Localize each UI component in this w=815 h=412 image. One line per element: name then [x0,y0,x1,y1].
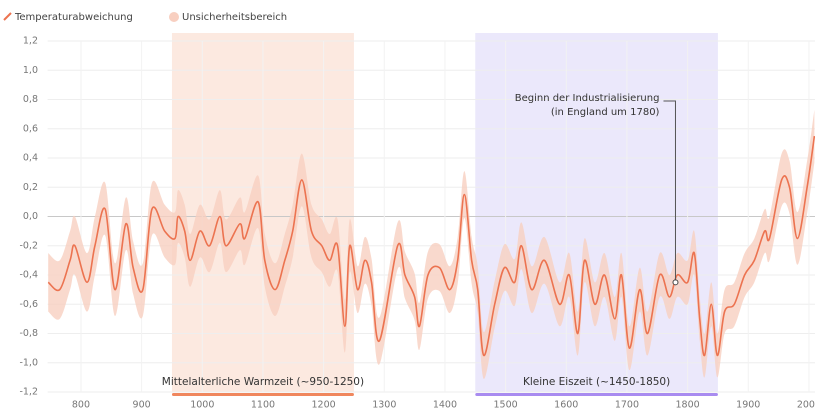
legend-label: Temperaturabweichung [14,12,133,23]
annotation-text: Beginn der Industrialisierung [515,93,660,104]
x-tick-label: 2000 [797,400,815,411]
period-bar [475,393,718,396]
x-tick-label: 1600 [554,400,578,411]
legend: Temperaturabweichung Unsicherheitsbereic… [3,12,287,23]
y-tick-label: -0,6 [19,299,38,310]
y-tick-label: 0,4 [23,153,38,164]
x-tick-label: 1700 [615,400,639,411]
x-tick-label: 1900 [736,400,760,411]
y-tick-label: 0,6 [23,123,38,134]
x-tick-label: 1100 [251,400,275,411]
y-tick-label: -0,2 [19,240,38,251]
y-tick-label: 0,0 [23,211,38,222]
annotation-point [672,279,679,286]
legend-label: Unsicherheitsbereich [182,12,287,23]
annotation-leader [663,100,676,283]
temperature-line [47,135,815,357]
x-tick-label: 1800 [676,400,700,411]
y-tick-label: 1,0 [23,65,38,76]
y-tick-label: -1,2 [19,387,38,398]
x-tick-label: 1200 [312,400,336,411]
x-tick-label: 1300 [372,400,396,411]
y-tick-label: -0,4 [19,270,38,281]
y-tick-label: 0,8 [23,94,38,105]
period-bar [171,393,354,396]
x-tick-label: 900 [133,400,151,411]
x-tick-label: 1500 [494,400,518,411]
period-label: Kleine Eiszeit (~1450-1850) [523,376,670,388]
legend-band-icon [169,12,179,22]
y-tick-label: -1,0 [19,357,38,368]
y-tick-label: -0,8 [19,328,38,339]
y-tick-label: 0,2 [23,182,38,193]
period-shade [475,33,718,392]
x-tick-label: 800 [72,400,90,411]
period-label: Mittelalterliche Warmzeit (~950-1250) [162,376,364,388]
uncertainty-band [48,109,815,379]
y-tick-label: 1,2 [23,36,38,47]
annotation-text: (in England um 1780) [551,107,660,118]
legend-line-icon [3,12,12,21]
x-tick-label: 1400 [433,400,457,411]
x-tick-label: 1000 [190,400,214,411]
